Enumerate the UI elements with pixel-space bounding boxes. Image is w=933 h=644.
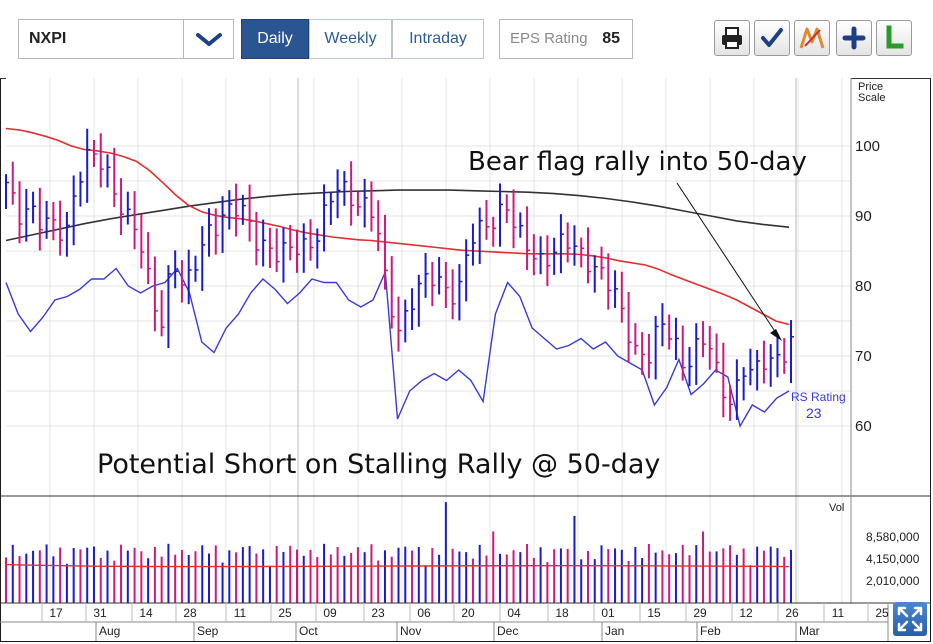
- month-label: Aug: [99, 624, 120, 638]
- x-tick-label: 29: [693, 606, 707, 620]
- l-icon: [886, 25, 904, 49]
- leaderboard-button[interactable]: [876, 20, 912, 56]
- x-tick-label: 17: [49, 606, 63, 620]
- x-tick-label: 20: [461, 606, 475, 620]
- x-tick-label: 04: [507, 606, 521, 620]
- x-tick-label: 25: [278, 606, 292, 620]
- x-tick-label: 26: [785, 606, 799, 620]
- x-tick-label: 14: [139, 606, 153, 620]
- month-label: Dec: [497, 624, 518, 638]
- chevron-down-icon[interactable]: [183, 20, 235, 58]
- month-label: Oct: [299, 624, 318, 638]
- volume-tick-label: 4,150,000: [866, 552, 920, 566]
- annotation-bear-flag: Bear flag rally into 50-day: [468, 147, 807, 177]
- eps-rating-label: EPS Rating: [510, 30, 588, 47]
- x-tick-label: 25: [875, 606, 889, 620]
- month-label: Jan: [605, 624, 624, 638]
- volume-axis-title: Vol: [829, 502, 844, 514]
- rs-rating-label: RS Rating: [791, 390, 846, 404]
- y-axis-title-line2: Scale: [858, 92, 886, 104]
- chart-axes: [0, 78, 931, 641]
- indicator-lines: [5, 127, 790, 428]
- x-tick-label: 06: [417, 606, 431, 620]
- expand-button[interactable]: [893, 602, 927, 636]
- x-tick-label: 15: [647, 606, 661, 620]
- y-tick-label: 70: [855, 348, 872, 365]
- x-tick-label: 28: [183, 606, 197, 620]
- y-tick-label: 60: [855, 418, 872, 435]
- y-tick-label: 80: [855, 278, 872, 295]
- y-axis-title-line1: Price: [858, 81, 883, 93]
- annotation-potential-short: Potential Short on Stalling Rally @ 50-d…: [97, 449, 660, 480]
- markup-button[interactable]: [794, 20, 830, 56]
- x-tick-label: 11: [234, 606, 247, 620]
- rs-rating-value: 23: [806, 405, 822, 421]
- eps-rating: EPS Rating 85: [499, 19, 633, 59]
- annotation-arrow-line: [676, 182, 779, 337]
- symbol-text: NXPI: [29, 30, 67, 47]
- volume-tick-label: 2,010,000: [866, 574, 920, 588]
- x-tick-label: 31: [93, 606, 107, 620]
- eps-rating-value: 85: [602, 30, 620, 47]
- x-tick-label: 18: [555, 606, 569, 620]
- month-label: Nov: [400, 624, 421, 638]
- annotation-arrowhead: [770, 329, 782, 341]
- markup-icon: [799, 27, 825, 49]
- x-tick-label: 01: [601, 606, 615, 620]
- month-label: Mar: [799, 624, 820, 638]
- ma200-line: [5, 189, 790, 242]
- checkmark-icon: [761, 28, 783, 47]
- volume-average-line: [5, 563, 790, 568]
- plus-icon: [842, 26, 866, 50]
- volume-bars: [0, 495, 931, 603]
- checklist-button[interactable]: [754, 20, 790, 56]
- add-button[interactable]: [836, 20, 872, 56]
- y-tick-label: 90: [855, 208, 872, 225]
- print-icon: [722, 27, 742, 49]
- toolbar: NXPI Daily Weekly Intraday EPS Rating 85: [0, 0, 931, 79]
- symbol-selector[interactable]: NXPI: [18, 19, 234, 59]
- month-label: Feb: [700, 624, 721, 638]
- rs-line: [5, 267, 790, 428]
- y-tick-label: 100: [855, 138, 880, 155]
- tab-daily[interactable]: Daily: [241, 19, 309, 59]
- volume-tick-label: 8,580,000: [866, 530, 920, 544]
- x-tick-label: 12: [739, 606, 753, 620]
- expand-arrows-icon: [897, 606, 923, 632]
- month-label: Sep: [197, 624, 219, 638]
- tab-intraday[interactable]: Intraday: [392, 19, 484, 59]
- x-tick-label: 11: [832, 606, 845, 620]
- x-tick-label: 23: [371, 606, 385, 620]
- price-bars: [5, 128, 794, 421]
- x-tick-label: 09: [323, 606, 337, 620]
- ma50-line: [5, 127, 790, 326]
- print-button[interactable]: [714, 20, 750, 56]
- tab-weekly[interactable]: Weekly: [309, 19, 392, 59]
